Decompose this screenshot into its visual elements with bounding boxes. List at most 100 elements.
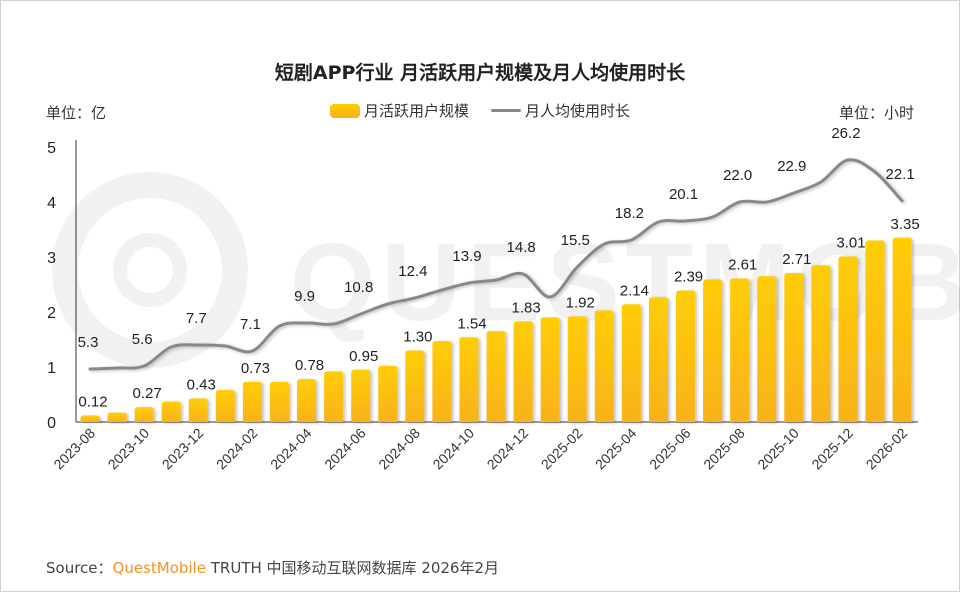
- bar: [811, 265, 831, 422]
- y-tick-label: 2: [47, 305, 56, 322]
- bar: [459, 337, 479, 422]
- bar: [324, 371, 344, 422]
- bar: [405, 350, 425, 422]
- legend-swatch-bar: [329, 103, 360, 118]
- x-tick-label: 2024-04: [267, 425, 315, 473]
- bar: [892, 237, 912, 422]
- source-prefix: Source：: [46, 559, 113, 577]
- bar-data-label: 0.12: [78, 393, 107, 410]
- x-tick-label: 2026-02: [863, 425, 911, 473]
- bar-data-label: 1.83: [512, 299, 541, 316]
- x-tick-label: 2024-08: [375, 425, 423, 473]
- line-data-label: 15.5: [561, 232, 590, 249]
- bar: [838, 256, 858, 422]
- bar: [757, 276, 777, 422]
- y-tick-label: 5: [47, 140, 56, 157]
- x-tick-label: 2025-12: [808, 425, 856, 473]
- bar-data-label: 1.30: [403, 329, 432, 346]
- x-tick-label: 2023-12: [159, 425, 207, 473]
- bar-data-label: 2.61: [728, 256, 757, 273]
- bar-data-label: 0.78: [295, 357, 324, 374]
- source-text: TRUTH 中国移动互联网数据库 2026年2月: [205, 559, 500, 577]
- bar: [215, 390, 235, 422]
- x-tick-label: 2025-02: [538, 425, 586, 473]
- x-tick-label: 2024-06: [321, 425, 369, 473]
- legend-swatch-line: [491, 109, 521, 112]
- bar: [648, 297, 668, 422]
- bar: [513, 321, 533, 422]
- line-data-label: 13.9: [452, 248, 481, 265]
- bar: [784, 272, 804, 422]
- bar: [594, 310, 614, 422]
- bar-data-label: 0.73: [241, 360, 270, 377]
- x-tick-label: 2024-12: [484, 425, 532, 473]
- bar: [107, 412, 127, 422]
- x-tick-label: 2025-04: [592, 425, 640, 473]
- line-data-label: 22.9: [777, 158, 806, 175]
- left-axis-unit: 单位：亿: [46, 104, 107, 122]
- line-series: [88, 158, 904, 371]
- bar: [188, 398, 208, 422]
- bar: [703, 279, 723, 422]
- bar-data-label: 0.43: [187, 376, 216, 393]
- bar-data-label: 3.35: [890, 216, 919, 233]
- bar-data-label: 2.14: [620, 282, 649, 299]
- line-data-label: 7.7: [186, 310, 207, 327]
- line-data-label: 10.8: [344, 279, 373, 296]
- x-tick-label: 2024-02: [213, 425, 261, 473]
- line-data-label: 9.9: [294, 288, 315, 305]
- line-data-label: 26.2: [831, 125, 860, 142]
- x-tick-label: 2025-08: [700, 425, 748, 473]
- bar: [540, 317, 560, 422]
- chart-title: 短剧APP行业 月活跃用户规模及月人均使用时长: [274, 62, 686, 84]
- bar: [80, 415, 100, 422]
- right-axis-unit: 单位：小时: [838, 104, 914, 122]
- y-tick-label: 0: [47, 415, 56, 432]
- bar: [269, 381, 289, 422]
- legend-label: 月人均使用时长: [525, 102, 631, 120]
- bar: [242, 381, 262, 422]
- legend: 月活跃用户规模 月人均使用时长: [0, 100, 960, 121]
- x-tick-label: 2025-10: [754, 425, 802, 473]
- legend-item-bar: 月活跃用户规模: [329, 100, 469, 121]
- line-data-label: 20.1: [669, 186, 698, 203]
- bar: [134, 407, 154, 422]
- bar: [621, 304, 641, 422]
- bar: [432, 341, 452, 422]
- bar: [351, 369, 371, 422]
- legend-item-line: 月人均使用时长: [491, 100, 630, 121]
- legend-label: 月活跃用户规模: [363, 102, 469, 120]
- line-data-label: 7.1: [240, 316, 261, 333]
- bar: [730, 278, 750, 422]
- bar: [865, 240, 885, 422]
- bar: [486, 331, 506, 422]
- bar: [161, 401, 181, 422]
- bar-data-label: 2.71: [782, 251, 811, 268]
- bar-data-label: 0.95: [349, 348, 378, 365]
- line-data-label: 22.0: [723, 167, 752, 184]
- line-data-label: 5.6: [132, 331, 153, 348]
- bar-data-label: 0.27: [133, 385, 162, 402]
- y-tick-label: 3: [47, 250, 56, 267]
- bar: [567, 316, 587, 422]
- bar-data-label: 3.01: [836, 234, 865, 251]
- source-note: Source：QuestMobile TRUTH 中国移动互联网数据库 2026…: [46, 557, 499, 578]
- line-data-label: 14.8: [507, 239, 536, 256]
- bar: [676, 290, 696, 422]
- line-data-label: 12.4: [398, 263, 427, 280]
- bar: [297, 379, 317, 422]
- bar-data-label: 2.39: [674, 269, 703, 286]
- bar: [378, 365, 398, 422]
- line-data-label: 18.2: [615, 205, 644, 222]
- source-brand: QuestMobile: [112, 559, 206, 577]
- x-tick-label: 2025-06: [646, 425, 694, 473]
- y-tick-label: 1: [47, 360, 56, 377]
- bar-data-label: 1.92: [566, 294, 595, 311]
- x-tick-label: 2024-10: [429, 425, 477, 473]
- line-data-label: 5.3: [78, 334, 99, 351]
- x-tick-label: 2023-10: [105, 425, 153, 473]
- line-data-label: 22.1: [885, 166, 914, 183]
- y-tick-label: 4: [47, 195, 56, 212]
- bar-data-label: 1.54: [457, 315, 486, 332]
- x-tick-label: 2023-08: [50, 425, 98, 473]
